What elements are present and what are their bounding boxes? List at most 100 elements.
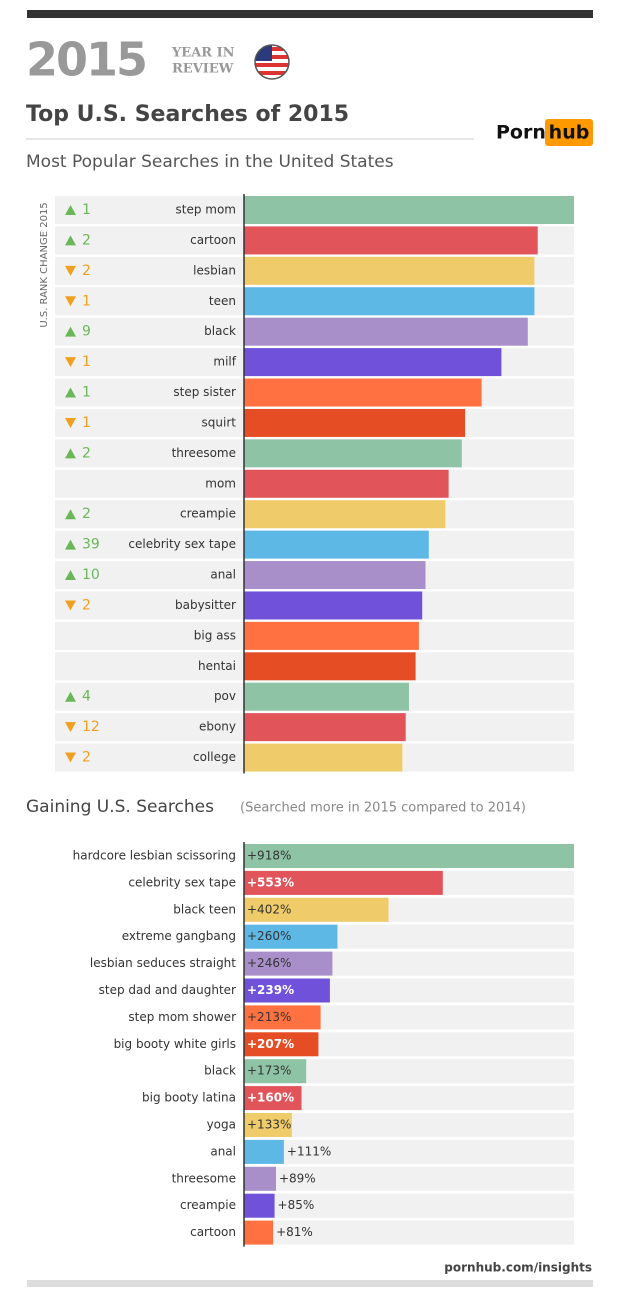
rank-change: 1	[82, 415, 91, 431]
logo: hub	[549, 122, 590, 144]
top-bar	[27, 10, 593, 18]
bar	[244, 682, 409, 711]
rank-change: 2	[82, 263, 91, 279]
chart-title: Most Popular Searches in the United Stat…	[26, 152, 394, 172]
rank-change: 4	[82, 689, 91, 705]
category-label: extreme gangbang	[122, 929, 236, 943]
category-label: ebony	[199, 720, 236, 734]
rank-change: 10	[82, 567, 100, 583]
category-label: college	[193, 750, 236, 764]
bar	[244, 897, 389, 922]
bar	[244, 561, 426, 590]
category-label: mom	[205, 476, 236, 490]
value-label: +160%	[247, 1091, 294, 1105]
category-label: big ass	[194, 628, 236, 642]
value-label: +246%	[247, 956, 291, 970]
value-label: +918%	[247, 849, 291, 863]
category-label: lesbian seduces straight	[90, 956, 236, 970]
value-label: +402%	[247, 902, 291, 916]
category-label: celebrity sex tape	[128, 875, 236, 889]
row-background	[244, 1139, 574, 1164]
category-label: big booty latina	[142, 1091, 236, 1105]
bottom-bar	[27, 1280, 593, 1287]
category-label: step mom	[176, 203, 237, 217]
rank-change: 39	[82, 537, 100, 553]
row-background	[244, 1113, 574, 1137]
arrow-up	[65, 539, 76, 550]
row-background	[244, 1193, 574, 1218]
bar	[244, 1139, 284, 1164]
category-label: step sister	[173, 385, 236, 399]
category-label: squirt	[202, 415, 237, 429]
bar	[244, 408, 466, 437]
category-label: celebrity sex tape	[128, 537, 236, 551]
bar	[244, 743, 403, 772]
arrow-up	[65, 205, 76, 215]
arrow-up	[65, 691, 76, 702]
chart-title: Gaining U.S. Searches	[26, 797, 214, 817]
row-background	[244, 1220, 574, 1245]
category-label: teen	[209, 294, 236, 308]
value-label: +89%	[279, 1171, 316, 1185]
bar	[244, 652, 416, 681]
category-label: step mom shower	[128, 1010, 236, 1024]
row-background	[244, 1166, 574, 1191]
category-label: pov	[214, 689, 236, 703]
category-label: anal	[210, 568, 236, 582]
category-label: hardcore lesbian scissoring	[73, 849, 236, 863]
bar	[244, 1086, 302, 1111]
flag	[255, 45, 289, 79]
bar	[244, 500, 446, 529]
rank-change: 2	[82, 597, 91, 613]
arrow-down	[65, 600, 76, 611]
bar	[244, 713, 406, 742]
footer: pornhub.com/insights	[444, 1261, 592, 1275]
bar	[244, 844, 574, 868]
category-label: cartoon	[190, 233, 236, 247]
value-label: +133%	[247, 1118, 291, 1132]
arrow-down	[65, 296, 76, 307]
arrow-up	[65, 570, 76, 581]
arrow-down	[65, 357, 76, 368]
arrow-up	[65, 448, 76, 459]
rank-change: 1	[82, 385, 91, 401]
badge: REVIEW	[172, 62, 234, 77]
value-label: +553%	[247, 875, 294, 889]
value-label: +81%	[276, 1225, 313, 1239]
category-label: lesbian	[193, 263, 236, 277]
bar	[244, 1166, 276, 1191]
category-label: black teen	[173, 902, 236, 916]
bar	[244, 469, 449, 498]
year: 2015	[26, 33, 146, 87]
category-label: threesome	[172, 446, 236, 460]
rank-change: 2	[82, 232, 91, 248]
chart-subtitle: (Searched more in 2015 compared to 2014)	[240, 801, 526, 816]
value-label: +213%	[247, 1010, 291, 1024]
rank-change: 2	[82, 750, 91, 766]
bar	[244, 924, 338, 949]
title: Top U.S. Searches of 2015	[26, 102, 349, 127]
logo-box	[545, 119, 593, 146]
bar	[244, 1032, 319, 1057]
value-label: +173%	[247, 1064, 291, 1078]
axis-label: U.S. RANK CHANGE 2015	[39, 202, 50, 327]
arrow-down	[65, 722, 76, 733]
rank-change: 1	[82, 202, 91, 218]
category-label: milf	[213, 355, 236, 369]
bar	[244, 256, 535, 285]
bar	[244, 1220, 274, 1245]
category-label: anal	[210, 1144, 236, 1158]
category-label: step dad and daughter	[99, 983, 236, 997]
value-label: +111%	[287, 1144, 331, 1158]
category-label: threesome	[172, 1171, 236, 1185]
rank-change: 9	[82, 324, 91, 340]
bar	[244, 1113, 292, 1137]
bar	[244, 378, 482, 407]
bar	[244, 226, 538, 255]
value-label: +207%	[247, 1037, 294, 1051]
bar	[244, 978, 330, 1003]
rank-change: 12	[82, 719, 100, 735]
category-label: creampie	[180, 507, 236, 521]
value-label: +239%	[247, 983, 294, 997]
